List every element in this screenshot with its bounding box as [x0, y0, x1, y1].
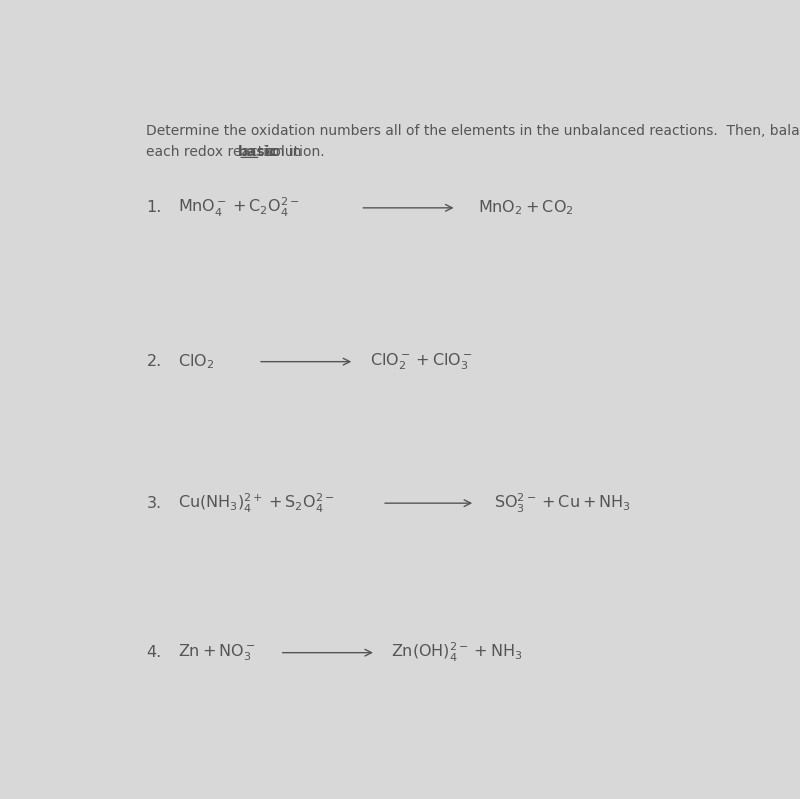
Text: $\mathrm{MnO_2 + CO_2}$: $\mathrm{MnO_2 + CO_2}$ [478, 198, 574, 217]
Text: 2.: 2. [146, 354, 162, 369]
Text: each redox reaction in: each redox reaction in [146, 145, 306, 159]
Text: solution.: solution. [261, 145, 324, 159]
Text: $\mathrm{Zn + NO_3^-}$: $\mathrm{Zn + NO_3^-}$ [178, 642, 255, 663]
Text: $\mathrm{Cu(NH_3)_4^{2+} + S_2O_4^{2-}}$: $\mathrm{Cu(NH_3)_4^{2+} + S_2O_4^{2-}}$ [178, 491, 334, 515]
Text: $\mathrm{Zn(OH)_4^{2-} + NH_3}$: $\mathrm{Zn(OH)_4^{2-} + NH_3}$ [391, 641, 523, 664]
Text: Determine the oxidation numbers all of the elements in the unbalanced reactions.: Determine the oxidation numbers all of t… [146, 124, 800, 137]
Text: 3.: 3. [146, 495, 162, 511]
Text: 1.: 1. [146, 201, 162, 216]
Text: 4.: 4. [146, 645, 162, 660]
Text: $\mathrm{SO_3^{2-} + Cu + NH_3}$: $\mathrm{SO_3^{2-} + Cu + NH_3}$ [494, 491, 631, 515]
Text: $\mathrm{ClO_2^- + ClO_3^-}$: $\mathrm{ClO_2^- + ClO_3^-}$ [370, 352, 473, 372]
Text: $\mathrm{MnO_4^- + C_2O_4^{2-}}$: $\mathrm{MnO_4^- + C_2O_4^{2-}}$ [178, 197, 299, 220]
Text: basic: basic [238, 145, 278, 159]
Text: $\mathrm{ClO_2}$: $\mathrm{ClO_2}$ [178, 352, 214, 371]
